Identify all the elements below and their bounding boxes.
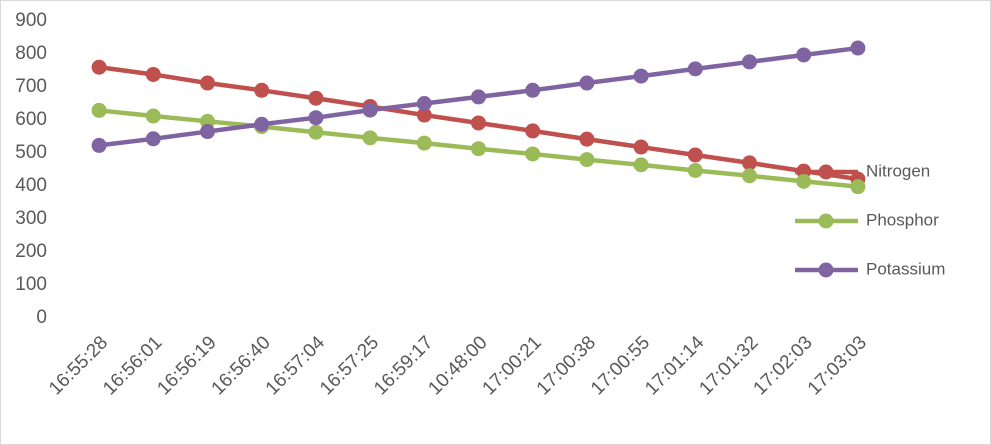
data-point [308,110,324,126]
data-point [742,54,757,70]
data-point [633,68,649,84]
data-point [91,102,107,118]
legend-marker [818,262,834,278]
data-point [633,157,649,173]
data-point [579,152,595,168]
data-point [308,124,324,140]
data-point [687,162,703,178]
data-point [91,59,107,75]
data-point [525,82,541,98]
y-tick-label: 200 [15,241,47,262]
legend-marker [818,164,834,180]
data-point [525,123,541,139]
data-point [471,141,486,157]
y-tick-label: 0 [36,307,47,328]
data-point [633,139,649,155]
data-point [687,61,703,77]
data-point [254,82,270,98]
y-tick-label: 900 [15,10,47,31]
data-point [796,47,812,63]
data-point [308,90,324,106]
data-point [687,147,703,163]
legend-label: Potassium [866,259,945,278]
data-point [362,130,378,146]
y-tick-label: 700 [15,76,47,97]
data-point [200,75,215,91]
legend-marker [818,213,834,229]
y-tick-label: 600 [15,109,47,130]
data-point [362,102,378,118]
data-point [145,131,161,147]
data-point [145,66,161,82]
legend-label: Nitrogen [866,161,930,180]
data-point [796,173,812,189]
data-point [525,146,541,162]
data-point [850,40,866,56]
data-point [471,115,486,131]
y-tick-label: 800 [15,43,47,64]
y-tick-label: 300 [15,208,47,229]
data-point [254,116,270,132]
data-point [471,89,486,105]
data-point [742,155,757,171]
data-point [416,96,432,111]
data-point [742,168,757,184]
data-point [200,124,215,140]
data-point [416,135,432,151]
data-point [579,131,595,147]
y-tick-label: 100 [15,274,47,295]
data-point [145,108,161,124]
data-point [91,137,107,153]
data-point [850,179,866,195]
data-point [416,107,432,123]
data-point [579,75,595,91]
y-tick-label: 500 [15,142,47,163]
y-tick-label: 400 [15,175,47,196]
legend-label: Phosphor [866,210,939,229]
